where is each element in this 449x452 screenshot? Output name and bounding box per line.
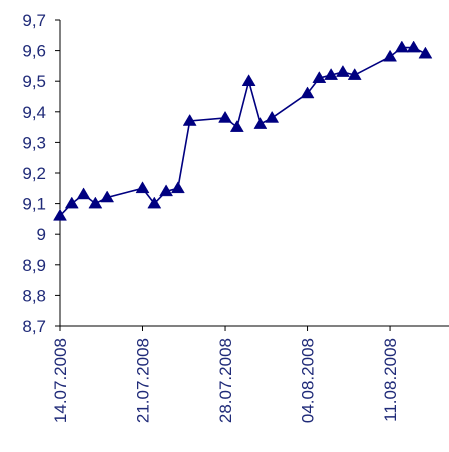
data-point-marker [241, 74, 256, 86]
data-point-marker [312, 71, 327, 83]
data-point-marker [406, 40, 421, 53]
data-point-marker [135, 181, 150, 194]
data-point-marker [394, 40, 409, 53]
data-point-marker [76, 187, 91, 200]
data-point-marker [335, 65, 350, 77]
y-tick-label: 9,1 [22, 195, 46, 214]
y-tick-label: 9,3 [22, 133, 46, 152]
data-point-marker [64, 196, 79, 209]
x-tick-label: 04.08.2008 [299, 338, 318, 423]
data-point-marker [383, 49, 397, 62]
y-tick-label: 9 [37, 225, 46, 244]
data-point-marker [418, 46, 433, 59]
x-tick-group [59, 326, 391, 331]
data-point-marker [88, 196, 103, 209]
x-tick-label: 21.07.2008 [134, 338, 153, 423]
y-tick-label: 8,9 [22, 256, 46, 275]
data-point-marker [170, 181, 185, 194]
data-point-marker [265, 110, 280, 123]
data-point-marker [147, 196, 162, 209]
data-point-marker [300, 86, 315, 99]
data-point-marker [347, 68, 362, 80]
data-point-marker [100, 190, 115, 203]
data-point-marker [218, 110, 232, 123]
x-tick-label: 14.07.2008 [51, 338, 70, 423]
data-point-marker [159, 184, 174, 197]
y-tick-label: 9,2 [22, 164, 46, 183]
y-tick-label: 8,8 [22, 286, 46, 305]
y-tick-label: 8,7 [22, 317, 46, 336]
y-tick-label-group: 8,7 8,8 8,9 9 9,1 9,2 9,3 9,4 9,5 9,6 9,7 [22, 11, 46, 336]
y-tick-label: 9,7 [22, 11, 46, 30]
data-point-marker [53, 208, 67, 221]
data-point-marker [324, 68, 339, 80]
x-tick-label: 28.07.2008 [216, 338, 235, 423]
series-group [53, 40, 433, 221]
x-tick-label: 11.08.2008 [381, 338, 400, 422]
y-tick-label: 9,5 [22, 72, 46, 91]
y-tick-group [55, 19, 60, 327]
data-point-marker [229, 120, 244, 132]
x-tick-label-group: 14.07.2008 21.07.2008 28.07.2008 04.08.2008… [51, 338, 400, 423]
y-tick-label: 9,6 [22, 42, 46, 61]
data-point-marker [182, 113, 197, 126]
y-tick-label: 9,4 [22, 103, 46, 122]
data-point-marker [253, 117, 268, 129]
